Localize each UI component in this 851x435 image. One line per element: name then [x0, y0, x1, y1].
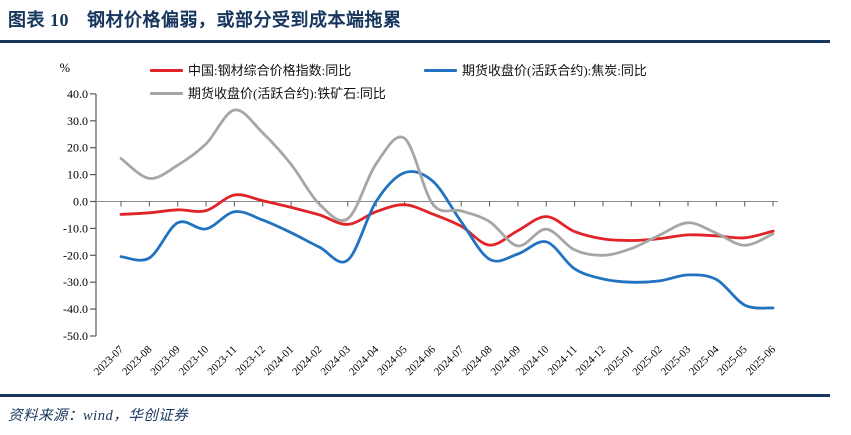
series-line-steel-index-red [119, 193, 775, 247]
x-tick-label: 2023-11 [205, 344, 239, 378]
x-tick-label: 2024-12 [574, 344, 608, 378]
y-tick-label: 0.0 [73, 195, 88, 209]
x-tick-label: 2025-04 [687, 343, 722, 378]
y-tick-label: 30.0 [67, 114, 88, 128]
x-tick-label: 2024-03 [319, 343, 354, 378]
y-tick-label: 40.0 [67, 87, 88, 101]
y-tick-label: -50.0 [63, 329, 88, 343]
x-tick-label: 2025-05 [715, 343, 750, 378]
y-tick-label: 10.0 [67, 168, 88, 182]
x-tick-label: 2023-07 [92, 343, 127, 378]
x-tick-label: 2024-05 [375, 343, 410, 378]
x-tick-label: 2024-09 [489, 343, 524, 378]
line-chart: 40.0 30.0 20.0 10.0 0.0 -10.0 -20.0 -30.0 -40.0 -… [0, 50, 851, 394]
x-tick-label: 2025-06 [744, 343, 779, 378]
figure-title-text: 钢材价格偏弱，或部分受到成本端拖累 [87, 10, 402, 30]
x-tick-label: 2024-06 [404, 343, 439, 378]
y-tick-label: -20.0 [63, 248, 88, 262]
x-tick-label: 2024-07 [432, 343, 467, 378]
x-tick-label: 2024-08 [460, 343, 495, 378]
source-note: 资料来源：wind，华创证券 [8, 408, 189, 424]
y-tick-label: -30.0 [63, 275, 88, 289]
x-tick-label: 2024-04 [347, 343, 382, 378]
bottom-rule [0, 394, 830, 397]
series-line-coke-blue [119, 170, 775, 310]
y-tick-label: -10.0 [63, 221, 88, 235]
y-tick-label: 20.0 [67, 141, 88, 155]
x-tick-label: 2023-08 [120, 343, 155, 378]
chart-canvas: 40.0 30.0 20.0 10.0 0.0 -10.0 -20.0 -30.0 -40.0 -… [60, 61, 779, 378]
x-tick-label: 2023-09 [148, 343, 183, 378]
series-line-iron-ore-gray [119, 108, 775, 257]
figure-title: 图表 10 钢材价格偏弱，或部分受到成本端拖累 [8, 6, 402, 32]
x-tick-label: 2025-02 [630, 344, 664, 378]
x-tick-label: 2024-01 [262, 344, 296, 378]
x-tick-label: 2025-03 [659, 343, 694, 378]
figure-label: 图表 10 [8, 10, 69, 30]
y-axis-unit-label: % [60, 61, 70, 75]
x-tick-label: 2023-12 [233, 344, 267, 378]
y-tick-label: -40.0 [63, 302, 88, 316]
x-tick-label: 2023-10 [177, 343, 212, 378]
x-tick-label: 2024-10 [517, 343, 552, 378]
x-tick-label: 2024-02 [290, 344, 324, 378]
x-tick-label: 2024-11 [546, 344, 580, 378]
x-tick-label: 2025-01 [602, 344, 636, 378]
top-rule [0, 40, 830, 43]
